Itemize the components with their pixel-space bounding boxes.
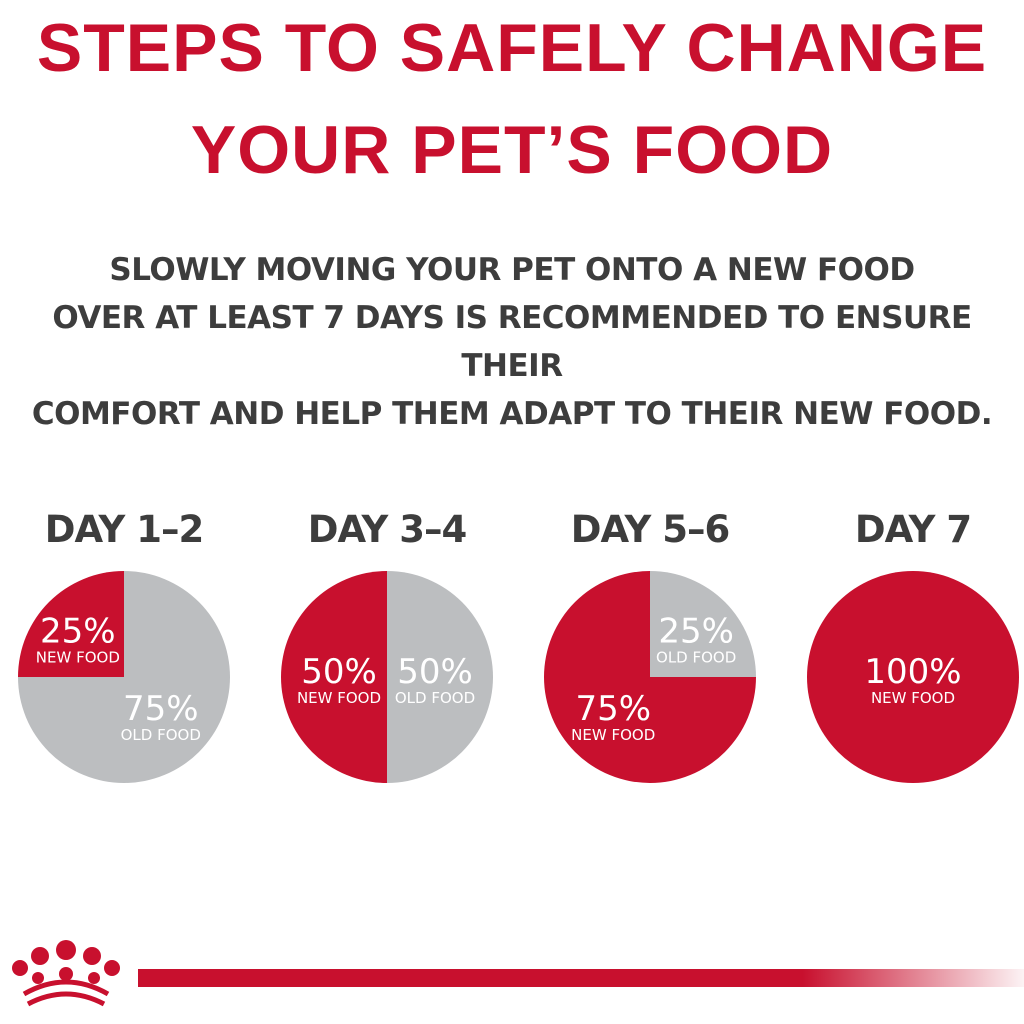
pie-2-slice-new-food [281, 571, 387, 783]
pie-3-new-food-percent: 75% [575, 689, 651, 729]
pie-3-old-food-percent: 25% [658, 611, 734, 651]
intro-text: SLOWLY MOVING YOUR PET ONTO A NEW FOOD O… [0, 246, 1024, 438]
pie-2-old-food-percent: 50% [397, 652, 473, 692]
day-label-3: DAY 5–6 [570, 508, 730, 551]
pie-3-slice-old-food [650, 571, 756, 677]
pie-3-slice-new-food [544, 571, 756, 783]
pie-2-new-food-percent: 50% [301, 652, 377, 692]
intro-text-line-3: COMFORT AND HELP THEM ADAPT TO THEIR NEW… [31, 396, 993, 432]
pie-1-new-food-label: NEW FOOD [36, 648, 120, 666]
footer [12, 940, 1024, 1007]
pie-3-new-food-label: NEW FOOD [571, 726, 655, 744]
pie-2-old-food-label: OLD FOOD [395, 689, 475, 707]
pie-1-old-food-label: OLD FOOD [121, 726, 201, 744]
pie-1-slice-new-food [18, 571, 124, 677]
intro-text-line-2: OVER AT LEAST 7 DAYS IS RECOMMENDED TO E… [52, 300, 972, 384]
crown-icon [12, 940, 120, 1007]
intro-text-line-1: SLOWLY MOVING YOUR PET ONTO A NEW FOOD [109, 252, 915, 288]
pie-1-old-food-percent: 75% [123, 689, 199, 729]
pie-4-new-food-label: NEW FOOD [871, 689, 955, 707]
day-label-4: DAY 7 [854, 508, 972, 551]
pie-4-slice-new-food [807, 571, 1019, 783]
pie-2-new-food-label: NEW FOOD [297, 689, 381, 707]
day-label-2: DAY 3–4 [307, 508, 467, 551]
footer-bar [138, 969, 1024, 987]
pie-3-old-food-label: OLD FOOD [656, 648, 736, 666]
page-title-line-1: STEPS TO SAFELY CHANGE [36, 10, 988, 86]
page-title-line-2: YOUR PET’S FOOD [190, 112, 834, 188]
pie-4-new-food-percent: 100% [864, 652, 961, 692]
pie-1-new-food-percent: 25% [40, 611, 116, 651]
pie-2-slice-old-food [387, 571, 493, 783]
day-label-1: DAY 1–2 [44, 508, 204, 551]
